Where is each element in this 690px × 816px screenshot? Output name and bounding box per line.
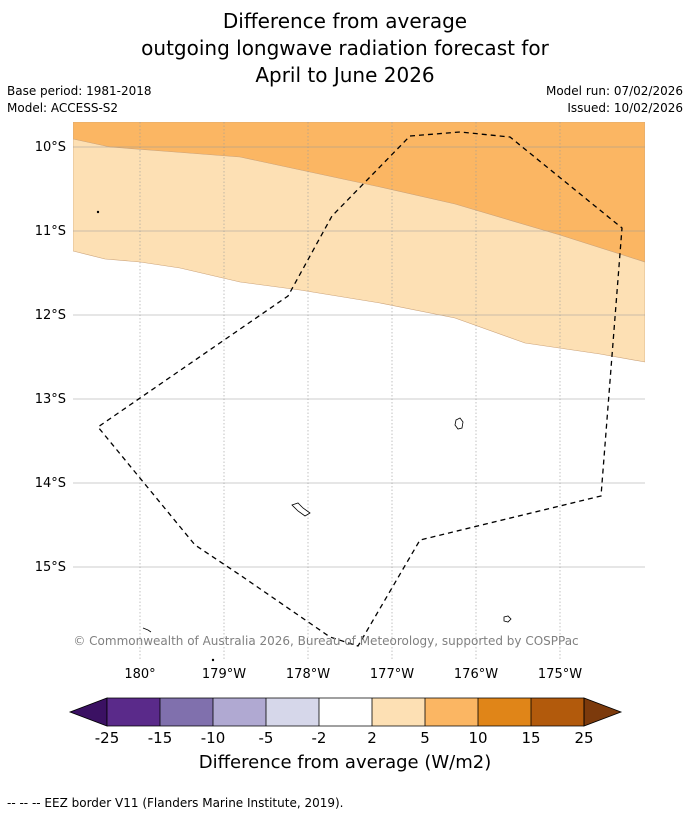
islet-south (211, 658, 215, 662)
lon-label: 176°W (454, 667, 498, 682)
colorbar-segment (213, 698, 266, 726)
colorbar-tick: 25 (574, 729, 593, 747)
title-line-2: outgoing longwave radiation forecast for (141, 36, 549, 60)
colorbar-tick: -5 (259, 729, 274, 747)
islet-north (96, 210, 100, 214)
longitude-labels: 180° 179°W 178°W 177°W 176°W 175°W (124, 667, 582, 682)
lon-label: 175°W (538, 667, 582, 682)
colorbar-tick: 10 (468, 729, 487, 747)
colorbar-segment (372, 698, 425, 726)
anomaly-fills (73, 122, 645, 363)
island-south (503, 615, 512, 623)
colorbar-segment (107, 698, 160, 726)
colorbar-extend-low (68, 697, 108, 727)
colorbar-segment (266, 698, 319, 726)
colorbar-tick: -15 (148, 729, 173, 747)
island-central (291, 502, 311, 517)
eez-footnote: -- -- -- EEZ border V11 (Flanders Marine… (7, 796, 344, 810)
lat-label: 15°S (35, 560, 66, 575)
chart-title: Difference from average outgoing longwav… (0, 8, 690, 89)
colorbar-tick: -2 (312, 729, 327, 747)
colorbar-label: Difference from average (W/m2) (198, 752, 492, 773)
eez-border (97, 131, 623, 647)
colorbar-segment (425, 698, 478, 726)
model-run: Model run: 07/02/2026 (545, 84, 683, 98)
lat-label: 13°S (35, 392, 66, 407)
anomaly-band-5-10 (73, 122, 645, 263)
model-name: Model: ACCESS-S2 (7, 101, 119, 115)
lon-label: 179°W (202, 667, 246, 682)
colorbar-segment (478, 698, 531, 726)
meta-left: Base period: 1981-2018 Model: ACCESS-S2 (7, 83, 152, 117)
colorbar-tick: -25 (95, 729, 120, 747)
islands (96, 210, 512, 662)
issued-date: Issued: 10/02/2026 (567, 101, 683, 115)
colorbar: -25 -15 -10 -5 -2 2 5 10 15 25 (68, 697, 623, 747)
title-line-1: Difference from average (222, 9, 468, 33)
lat-label: 10°S (35, 140, 66, 155)
colorbar-tick: -10 (201, 729, 226, 747)
lon-label: 180° (124, 667, 155, 682)
island-southwest (142, 627, 152, 633)
lon-label: 177°W (370, 667, 414, 682)
latitude-labels: 10°S 11°S 12°S 13°S 14°S 15°S (35, 140, 66, 575)
lat-label: 11°S (35, 224, 66, 239)
lat-label: 14°S (35, 476, 66, 491)
meta-right: Model run: 07/02/2026 Issued: 10/02/2026 (546, 83, 683, 117)
colorbar-tick: 2 (367, 729, 377, 747)
colorbar-extend-high (583, 697, 623, 727)
island-north (454, 417, 464, 430)
base-period: Base period: 1981-2018 (7, 84, 152, 98)
lat-label: 12°S (35, 308, 66, 323)
colorbar-segment (531, 698, 584, 726)
title-line-3: April to June 2026 (255, 63, 435, 87)
gridlines (73, 122, 645, 660)
colorbar-tick: 15 (521, 729, 540, 747)
attribution-text: © Commonwealth of Australia 2026, Bureau… (73, 634, 578, 648)
lon-label: 178°W (286, 667, 330, 682)
colorbar-segment (319, 698, 372, 726)
colorbar-segment (160, 698, 213, 726)
colorbar-tick: 5 (420, 729, 430, 747)
